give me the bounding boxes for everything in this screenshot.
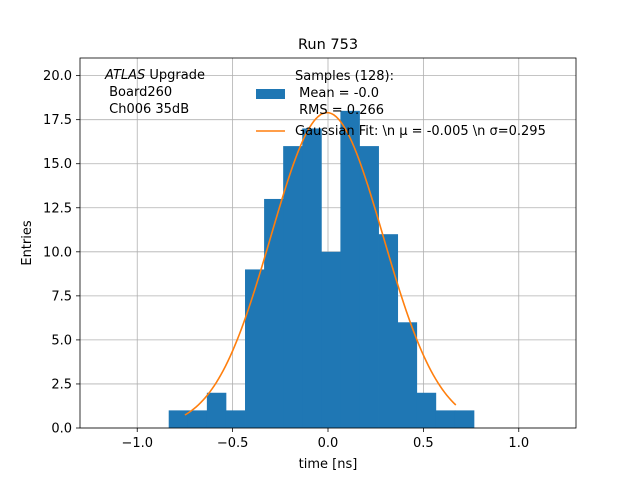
y-tick-label-4: 10.0 bbox=[43, 245, 72, 260]
y-tick-label-3: 7.5 bbox=[51, 289, 72, 304]
fit-curve bbox=[184, 111, 457, 416]
legend-hist-line-1: Samples (128): bbox=[295, 69, 394, 84]
chart-title: Run 753 bbox=[298, 37, 358, 53]
atlas-line-1: ATLAS Upgrade bbox=[104, 68, 205, 83]
histogram-bar-9 bbox=[340, 110, 360, 428]
atlas-upgrade: Upgrade bbox=[145, 68, 205, 83]
x-axis-ticks: −1.0 −0.5 0.0 0.5 1.0 bbox=[121, 428, 529, 451]
histogram-bar-3 bbox=[225, 410, 246, 428]
histogram-bar-11 bbox=[378, 234, 399, 428]
x-tick-label-3: 0.5 bbox=[413, 436, 434, 451]
histogram-bar-4 bbox=[245, 269, 265, 428]
y-tick-label-2: 5.0 bbox=[51, 333, 72, 348]
y-tick-label-1: 2.5 bbox=[51, 377, 72, 392]
legend-hist-line-2: Mean = -0.0 bbox=[295, 86, 379, 101]
gaussian-fit bbox=[184, 111, 457, 416]
histogram-bar-10 bbox=[359, 146, 379, 428]
histogram-bar-1 bbox=[187, 410, 208, 428]
y-tick-label-8: 20.0 bbox=[43, 69, 72, 84]
histogram-bar-7 bbox=[302, 128, 322, 428]
x-tick-label-1: −0.5 bbox=[217, 436, 249, 451]
histogram-bar-5 bbox=[264, 198, 284, 428]
legend-fit-label: Gaussian Fit: \n μ = -0.005 \n σ=0.295 bbox=[295, 124, 546, 139]
histogram-bar-0 bbox=[168, 410, 189, 428]
atlas-line-2: Board260 bbox=[105, 85, 172, 100]
histogram-bar-15 bbox=[454, 410, 475, 428]
y-axis-ticks: 0.0 2.5 5.0 7.5 10.0 12.5 15.0 17.5 20.0 bbox=[43, 69, 80, 437]
histogram-bar-13 bbox=[416, 392, 437, 428]
histogram-bar-12 bbox=[397, 322, 418, 428]
histogram-bar-6 bbox=[283, 146, 303, 428]
x-tick-label-4: 1.0 bbox=[508, 436, 529, 451]
histogram-bar-8 bbox=[321, 251, 341, 428]
histogram-bar-2 bbox=[206, 392, 227, 428]
histogram-bars bbox=[168, 110, 475, 428]
legend-hist-swatch bbox=[256, 89, 285, 99]
x-axis-label: time [ns] bbox=[299, 457, 358, 472]
atlas-line-3: Ch006 35dB bbox=[105, 102, 189, 117]
atlas-italic: ATLAS bbox=[104, 68, 145, 83]
atlas-annotation: ATLAS Upgrade Board260 Ch006 35dB bbox=[104, 68, 205, 117]
histogram-bar-14 bbox=[435, 410, 456, 428]
x-tick-label-0: −1.0 bbox=[121, 436, 153, 451]
y-tick-label-6: 15.0 bbox=[43, 157, 72, 172]
y-tick-label-5: 12.5 bbox=[43, 201, 72, 216]
legend: Samples (128): Mean = -0.0 RMS = 0.266 G… bbox=[256, 69, 546, 139]
y-tick-label-0: 0.0 bbox=[51, 422, 72, 437]
y-tick-label-7: 17.5 bbox=[43, 113, 72, 128]
y-axis-label: Entries bbox=[20, 220, 35, 266]
legend-hist-line-3: RMS = 0.266 bbox=[295, 103, 384, 118]
x-tick-label-2: 0.0 bbox=[318, 436, 339, 451]
